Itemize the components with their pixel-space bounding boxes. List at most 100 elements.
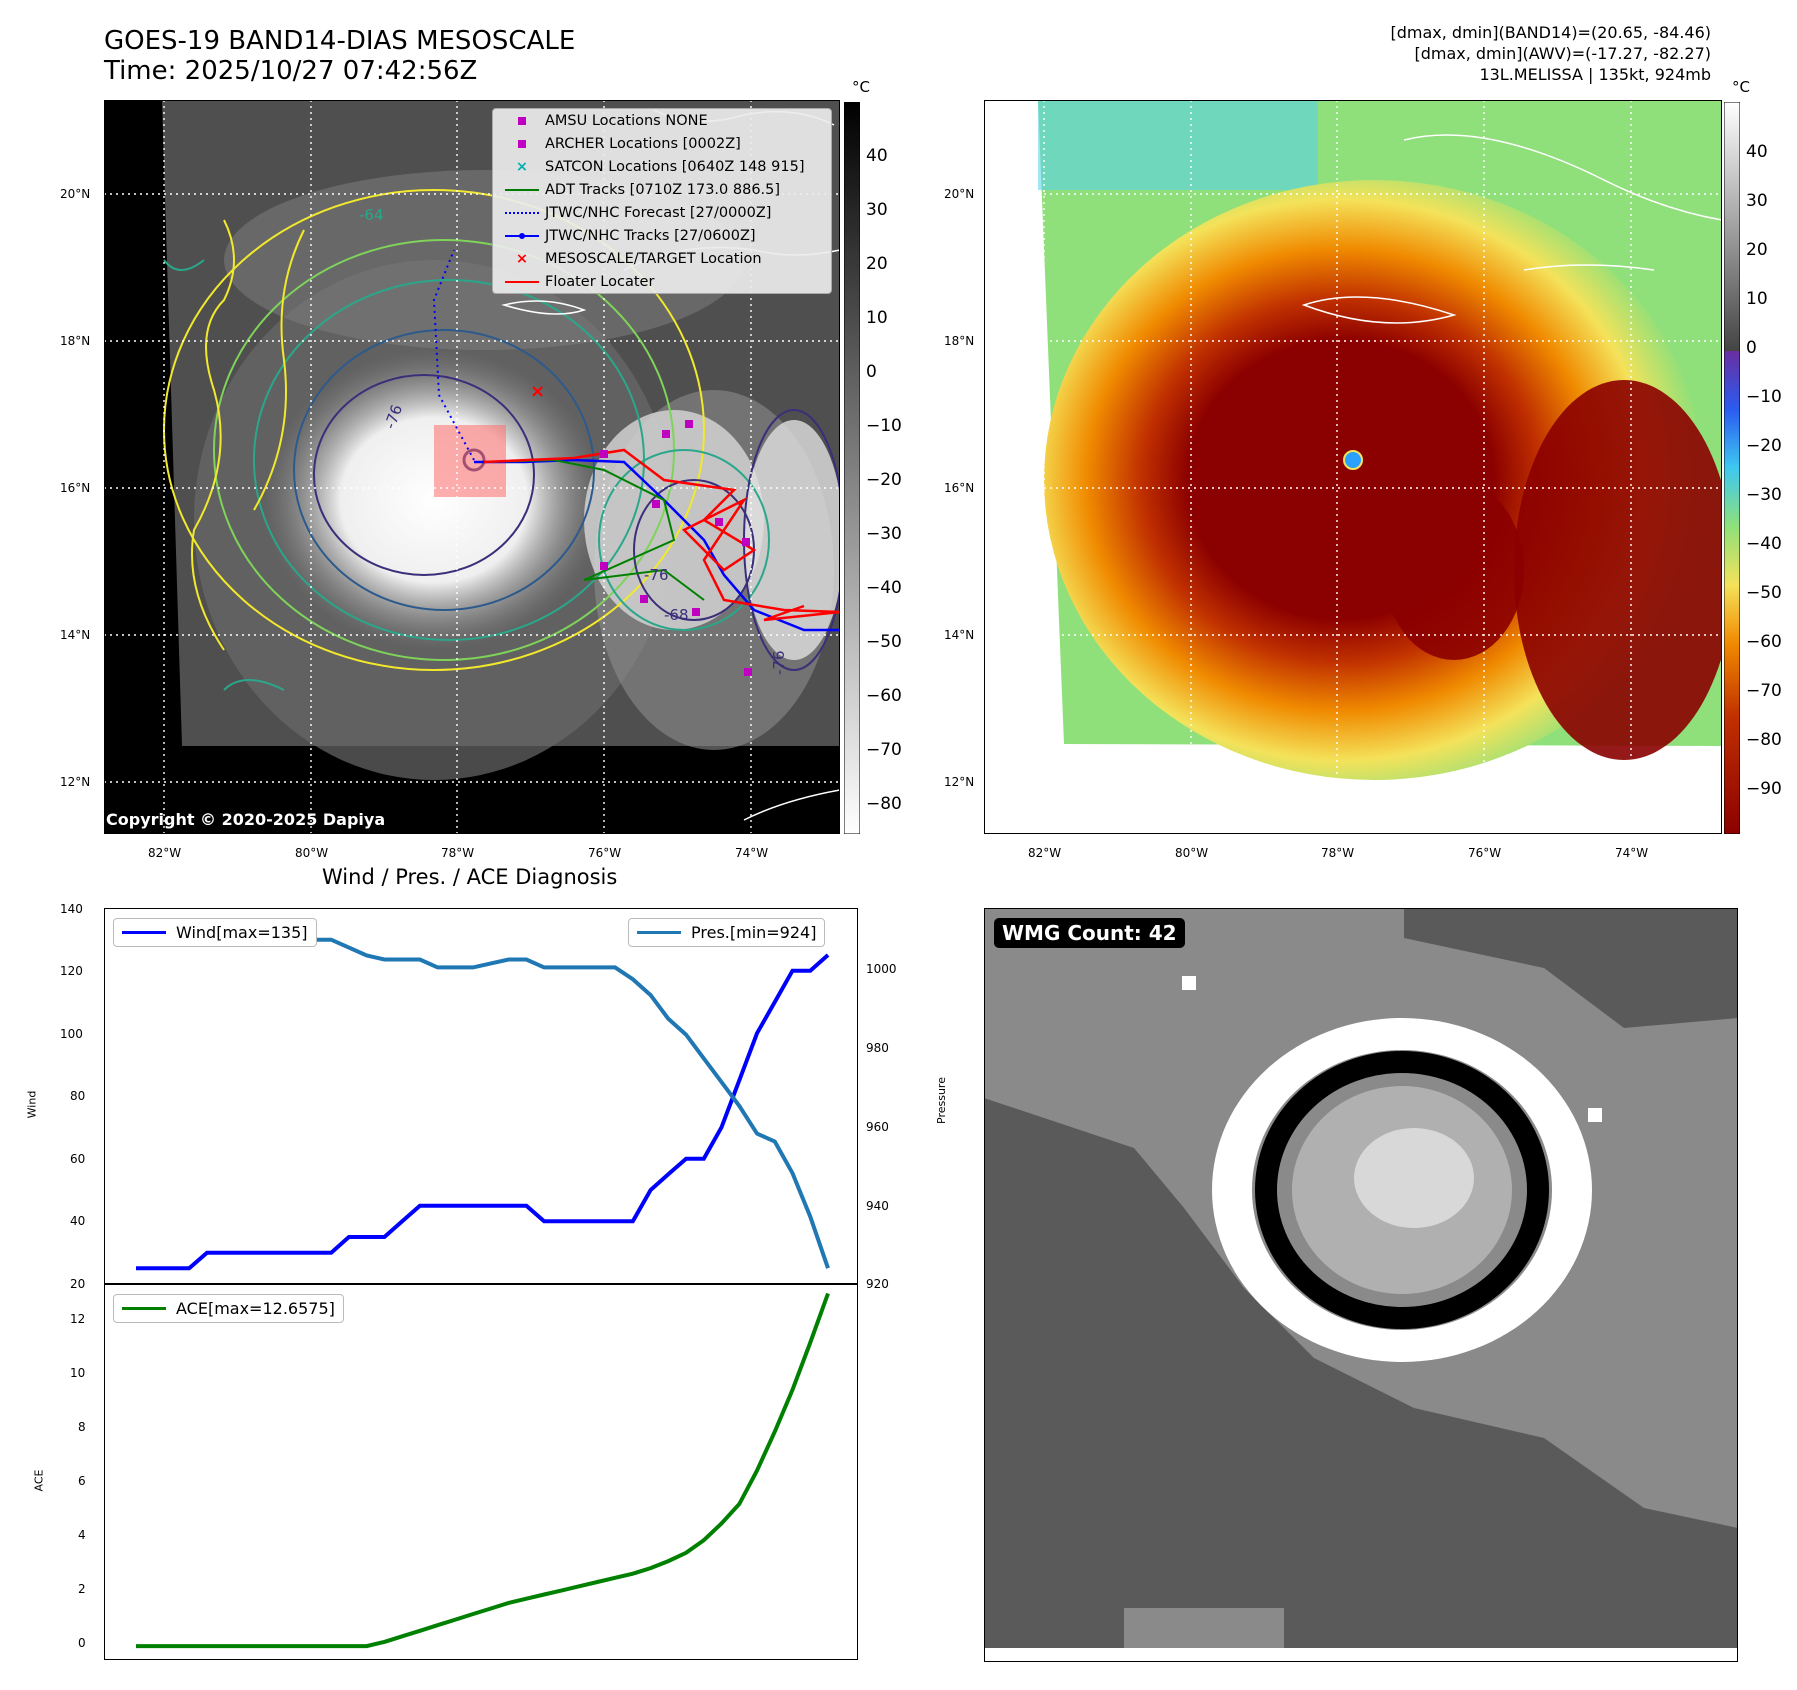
y-tick: 10: [70, 1366, 86, 1380]
lon-label: 76°W: [1468, 846, 1502, 860]
wmg-count-badge: WMG Count: 42: [994, 918, 1185, 948]
contour-blue: [293, 329, 595, 611]
lat-label: 14°N: [60, 628, 91, 642]
wind-legend: Wind[max=135]: [113, 918, 317, 947]
copyright: Copyright © 2020-2025 Dapiya: [106, 810, 386, 829]
y-tick: 0: [78, 1636, 86, 1650]
lat-label: 20°N: [60, 187, 91, 201]
contour-label: -68: [664, 606, 689, 624]
chart-time: Time: 2025/10/27 07:42:56Z: [104, 56, 478, 86]
contour-label: -76: [770, 651, 788, 676]
dotted-line-icon: [499, 211, 545, 214]
y-tick: 80: [70, 1089, 86, 1103]
colorbar-tick: −30: [1746, 485, 1782, 505]
colorbar-tick: −20: [866, 470, 902, 490]
storm-info: [dmax, dmin](BAND14)=(20.65, -84.46) [dm…: [1391, 22, 1712, 85]
lon-label: 74°W: [735, 846, 769, 860]
colorbar-tick: −80: [866, 794, 902, 814]
colorbar-tick: 10: [1746, 289, 1768, 309]
contour-indigo: [313, 374, 535, 576]
y-tick-right: 960: [866, 1120, 889, 1134]
colorbar-unit: °C: [852, 78, 870, 96]
forecast-track: [432, 249, 475, 461]
y-tick: 4: [78, 1528, 86, 1542]
colorbar-tick: 20: [866, 254, 888, 274]
y-tick-right: 980: [866, 1041, 889, 1055]
ace-legend: ACE[max=12.6575]: [113, 1294, 344, 1323]
legend-item: ARCHER Locations [0002Z]: [493, 132, 831, 155]
legend-item: JTWC/NHC Tracks [27/0600Z]: [493, 224, 831, 247]
y-tick: 12: [70, 1312, 86, 1326]
chart-title: GOES-19 BAND14-DIAS MESOSCALE: [104, 26, 576, 56]
contour-label: -64: [359, 206, 384, 224]
colorbar-tick: 40: [866, 146, 888, 166]
colorbar-tick: −70: [866, 740, 902, 760]
legend-item: × MESOSCALE/TARGET Location: [493, 247, 831, 270]
square-icon: [499, 116, 545, 125]
line-dot-icon: [499, 232, 545, 240]
wmg-pixel-grid: [984, 908, 1738, 1662]
lat-label: 16°N: [60, 481, 91, 495]
lon-label: 74°W: [1615, 846, 1649, 860]
colorbar-tick: −10: [866, 416, 902, 436]
legend-item: JTWC/NHC Forecast [27/0000Z]: [493, 201, 831, 224]
map-gridlines: [104, 100, 840, 834]
lon-label: 76°W: [588, 846, 622, 860]
colorbar-tick: −40: [1746, 534, 1782, 554]
lat-label: 18°N: [60, 334, 91, 348]
lat-label: 14°N: [944, 628, 975, 642]
lon-label: 82°W: [1028, 846, 1062, 860]
map-gridlines: [984, 100, 1722, 834]
colorbar-tick: 0: [866, 362, 877, 382]
legend-item: AMSU Locations NONE: [493, 109, 831, 132]
lat-label: 16°N: [944, 481, 975, 495]
archer-locations: [600, 420, 752, 676]
colorbar-tick: 30: [1746, 191, 1768, 211]
line-icon: [122, 931, 166, 934]
color-colorbar: [1724, 102, 1740, 834]
coastlines: [1301, 134, 1722, 324]
colorbar-tick: −20: [1746, 436, 1782, 456]
y-tick-right: 1000: [866, 962, 897, 976]
square-icon: [499, 139, 545, 148]
info-line-1: [dmax, dmin](BAND14)=(20.65, -84.46): [1390, 23, 1712, 42]
y-tick: 2: [78, 1582, 86, 1596]
y-tick: 120: [60, 964, 83, 978]
colorbar-tick: −60: [1746, 632, 1782, 652]
pressure-axis-label: Pressure: [934, 1077, 948, 1124]
colorbar-tick: −60: [866, 686, 902, 706]
ace-axis-label: ACE: [32, 1469, 46, 1492]
lon-label: 78°W: [1321, 846, 1355, 860]
colorbar-tick: 10: [866, 308, 888, 328]
lon-label: 80°W: [1175, 846, 1209, 860]
line-icon: [499, 188, 545, 191]
line-icon: [499, 280, 545, 283]
colorbar-tick: −40: [866, 578, 902, 598]
colorbar-tick: −80: [1746, 730, 1782, 750]
y-tick: 60: [70, 1152, 86, 1166]
colorbar-unit: °C: [1732, 78, 1750, 96]
ir-color-map: [984, 100, 1722, 834]
colorbar-tick: −70: [1746, 681, 1782, 701]
colorbar-tick: 40: [1746, 142, 1768, 162]
colorbar-tick: −90: [1746, 779, 1782, 799]
legend-item: Floater Locater: [493, 270, 831, 293]
y-tick: 140: [60, 902, 83, 916]
storm-eye: [1343, 450, 1363, 470]
y-tick: 6: [78, 1474, 86, 1488]
ace-series-line: [136, 1292, 830, 1649]
legend-item: ADT Tracks [0710Z 173.0 886.5]: [493, 178, 831, 201]
mesoscale-target-marker: ×: [530, 381, 545, 402]
wind-pressure-chart: [104, 908, 858, 1284]
lon-label: 82°W: [148, 846, 182, 860]
x-icon: ×: [515, 250, 529, 267]
map-legend: AMSU Locations NONE ARCHER Locations [00…: [492, 108, 832, 294]
wind-axis-label: Wind: [25, 1090, 39, 1119]
contour-label: -76: [644, 566, 669, 584]
legend-item: × SATCON Locations [0640Z 148 915]: [493, 155, 831, 178]
colorbar-tick: −50: [1746, 583, 1782, 603]
lat-label: 18°N: [944, 334, 975, 348]
lon-label: 80°W: [295, 846, 329, 860]
gray-colorbar: [844, 102, 860, 834]
y-tick-right: 920: [866, 1277, 889, 1291]
